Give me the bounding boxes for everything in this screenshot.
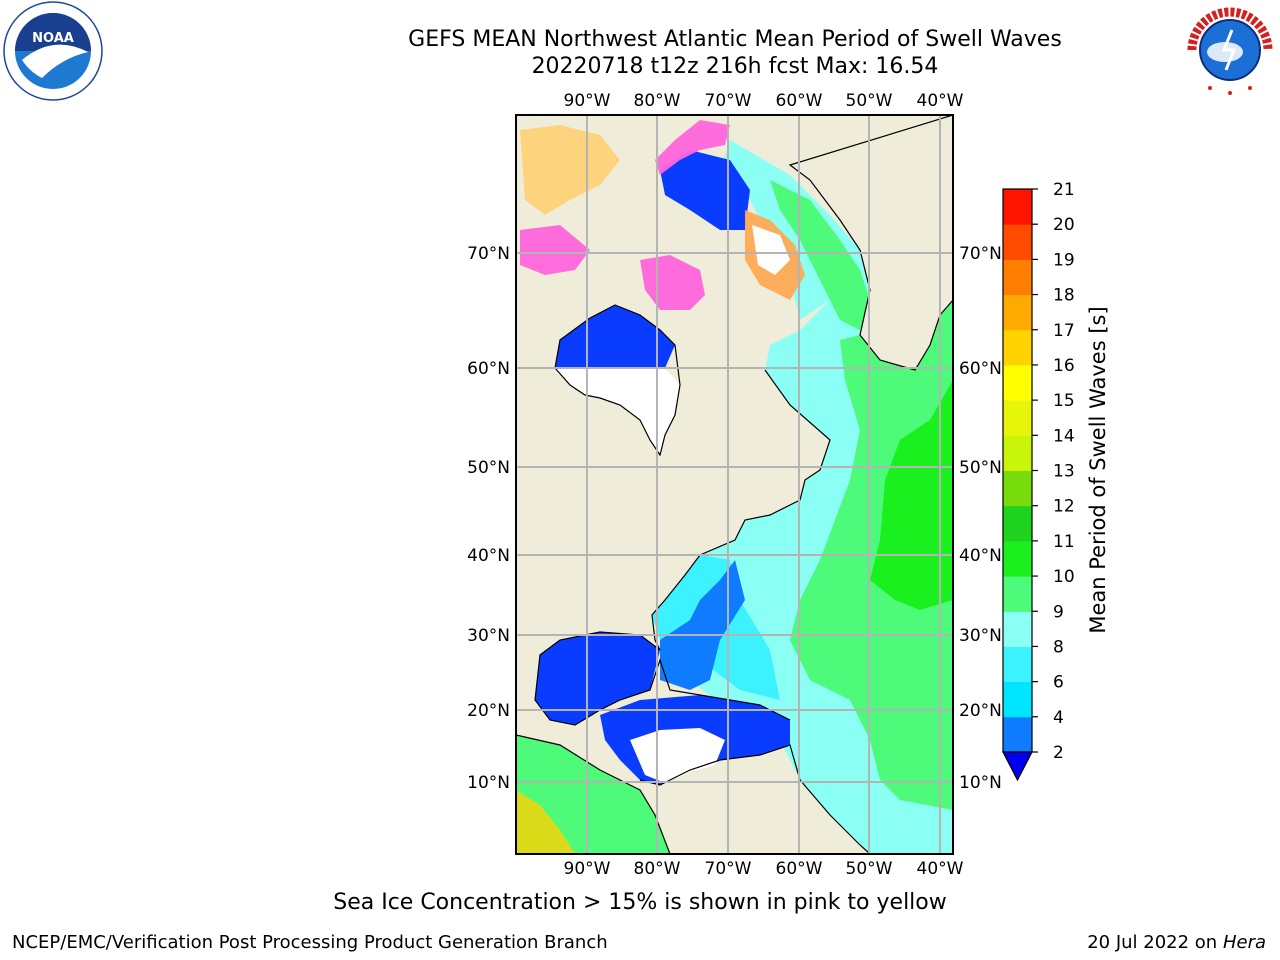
colorbar-tick-label: 8	[1053, 637, 1064, 657]
lat-label-left: 50°N	[467, 458, 510, 478]
colorbar-tick-label: 18	[1053, 286, 1075, 306]
colorbar-segment	[1003, 435, 1032, 471]
colorbar-segment	[1003, 716, 1032, 753]
colorbar-segment	[1003, 540, 1032, 577]
ocean-swell-deepgreen	[870, 380, 953, 610]
colorbar-tick-label: 13	[1053, 462, 1075, 482]
lat-label-right: 30°N	[959, 626, 1002, 646]
colorbar-segment	[1003, 329, 1032, 366]
graticule	[516, 115, 953, 854]
colorbar-tick-label: 16	[1053, 356, 1075, 376]
colorbar-tick-label: 6	[1053, 673, 1064, 693]
map-caption: Sea Ice Concentration > 15% is shown in …	[333, 890, 947, 915]
lon-label-bottom: 40°W	[917, 859, 964, 879]
colorbar-segment	[1003, 294, 1032, 331]
chart-title: GEFS MEAN Northwest Atlantic Mean Period…	[408, 27, 1062, 52]
colorbar-tick-label: 10	[1053, 567, 1075, 587]
coastline-hudson	[554, 304, 681, 457]
colorbar-tick-label: 9	[1053, 602, 1064, 622]
lat-label-left: 60°N	[467, 359, 510, 379]
lon-label-top: 40°W	[917, 91, 964, 111]
lat-label-left: 70°N	[467, 244, 510, 264]
colorbar-segment	[1003, 470, 1032, 507]
lat-label-left: 40°N	[467, 546, 510, 566]
lon-label-top: 70°W	[705, 91, 752, 111]
colorbar-tick-label: 2	[1053, 743, 1064, 763]
colorbar-segment	[1003, 646, 1032, 683]
footer-date-text: 20 Jul 2022 on	[1087, 932, 1223, 953]
gulf-of-mexico	[535, 632, 660, 725]
map-area	[516, 115, 953, 854]
lon-label-top: 90°W	[564, 91, 611, 111]
footer-date: 20 Jul 2022 on Hera	[1087, 932, 1266, 953]
colorbar-tick-label: 17	[1053, 321, 1075, 341]
lat-label-left: 20°N	[467, 701, 510, 721]
coastline-south-america	[639, 744, 871, 854]
colorbar-segment	[1003, 505, 1032, 542]
colorbar-tick-label: 15	[1053, 391, 1075, 411]
lat-labels-right: 70°N 60°N 50°N 40°N 30°N 20°N 10°N	[959, 244, 1002, 793]
colorbar-label: Mean Period of Swell Waves [s]	[1086, 306, 1110, 634]
colorbar-segment	[1003, 259, 1032, 296]
colorbar-segment	[1003, 681, 1032, 718]
colorbar-segment	[1003, 224, 1032, 260]
lon-label-bottom: 80°W	[634, 859, 681, 879]
colorbar-extend	[1002, 751, 1033, 782]
colorbar-segment	[1003, 189, 1032, 225]
colorbar-tick-label: 21	[1053, 180, 1075, 200]
colorbar: 2 4 6 8 9 10 11 12 13 14 15 16 17 18 19 20 21	[1002, 180, 1075, 782]
map-frame	[515, 114, 954, 855]
footer-credit: NCEP/EMC/Verification Post Processing Pr…	[12, 932, 608, 953]
lat-label-left: 30°N	[467, 626, 510, 646]
colorbar-tick-label: 11	[1053, 532, 1075, 552]
chart-subtitle: 20220718 t12z 216h fcst Max: 16.54	[531, 54, 939, 79]
lat-label-right: 70°N	[959, 244, 1002, 264]
ocean-labrador-green	[770, 180, 870, 330]
lon-label-bottom: 70°W	[705, 859, 752, 879]
colorbar-segment	[1003, 400, 1032, 436]
coastline	[534, 369, 831, 726]
lon-label-top: 60°W	[776, 91, 823, 111]
lat-label-right: 50°N	[959, 458, 1002, 478]
lon-label-bottom: 60°W	[776, 859, 823, 879]
colorbar-segment	[1003, 611, 1032, 647]
lat-label-right: 10°N	[959, 773, 1002, 793]
hudson-bay-blue	[555, 305, 675, 368]
colorbar-tick-label: 4	[1053, 708, 1064, 728]
pacific-swell-yellow	[516, 790, 575, 854]
lat-label-left: 10°N	[467, 773, 510, 793]
coastal-blue-atlantic	[660, 560, 745, 690]
lat-label-right: 40°N	[959, 546, 1002, 566]
colorbar-tick-label: 14	[1053, 426, 1075, 446]
lon-label-bottom: 50°W	[846, 859, 893, 879]
lon-labels: 90°W 80°W 70°W 60°W 50°W 40°W 90°W 80°W …	[564, 91, 964, 879]
footer-host: Hera	[1222, 932, 1266, 953]
noaa-logo: NOAA	[3, 1, 103, 101]
lon-label-top: 80°W	[634, 91, 681, 111]
colorbar-tick-label: 20	[1053, 215, 1075, 235]
colorbar-tick-label: 12	[1053, 497, 1075, 517]
colorbar-tick-label: 19	[1053, 250, 1075, 270]
lon-label-top: 50°W	[846, 91, 893, 111]
nws-logo	[1182, 2, 1278, 98]
colorbar-segment	[1003, 576, 1032, 612]
noaa-logo-text: NOAA	[32, 31, 74, 46]
lat-label-right: 60°N	[959, 359, 1002, 379]
caribbean-nodata	[630, 728, 725, 783]
lon-label-bottom: 90°W	[564, 859, 611, 879]
lat-label-right: 20°N	[959, 701, 1002, 721]
lat-labels-left: 70°N 60°N 50°N 40°N 30°N 20°N 10°N	[467, 244, 510, 793]
colorbar-segment	[1003, 364, 1032, 401]
